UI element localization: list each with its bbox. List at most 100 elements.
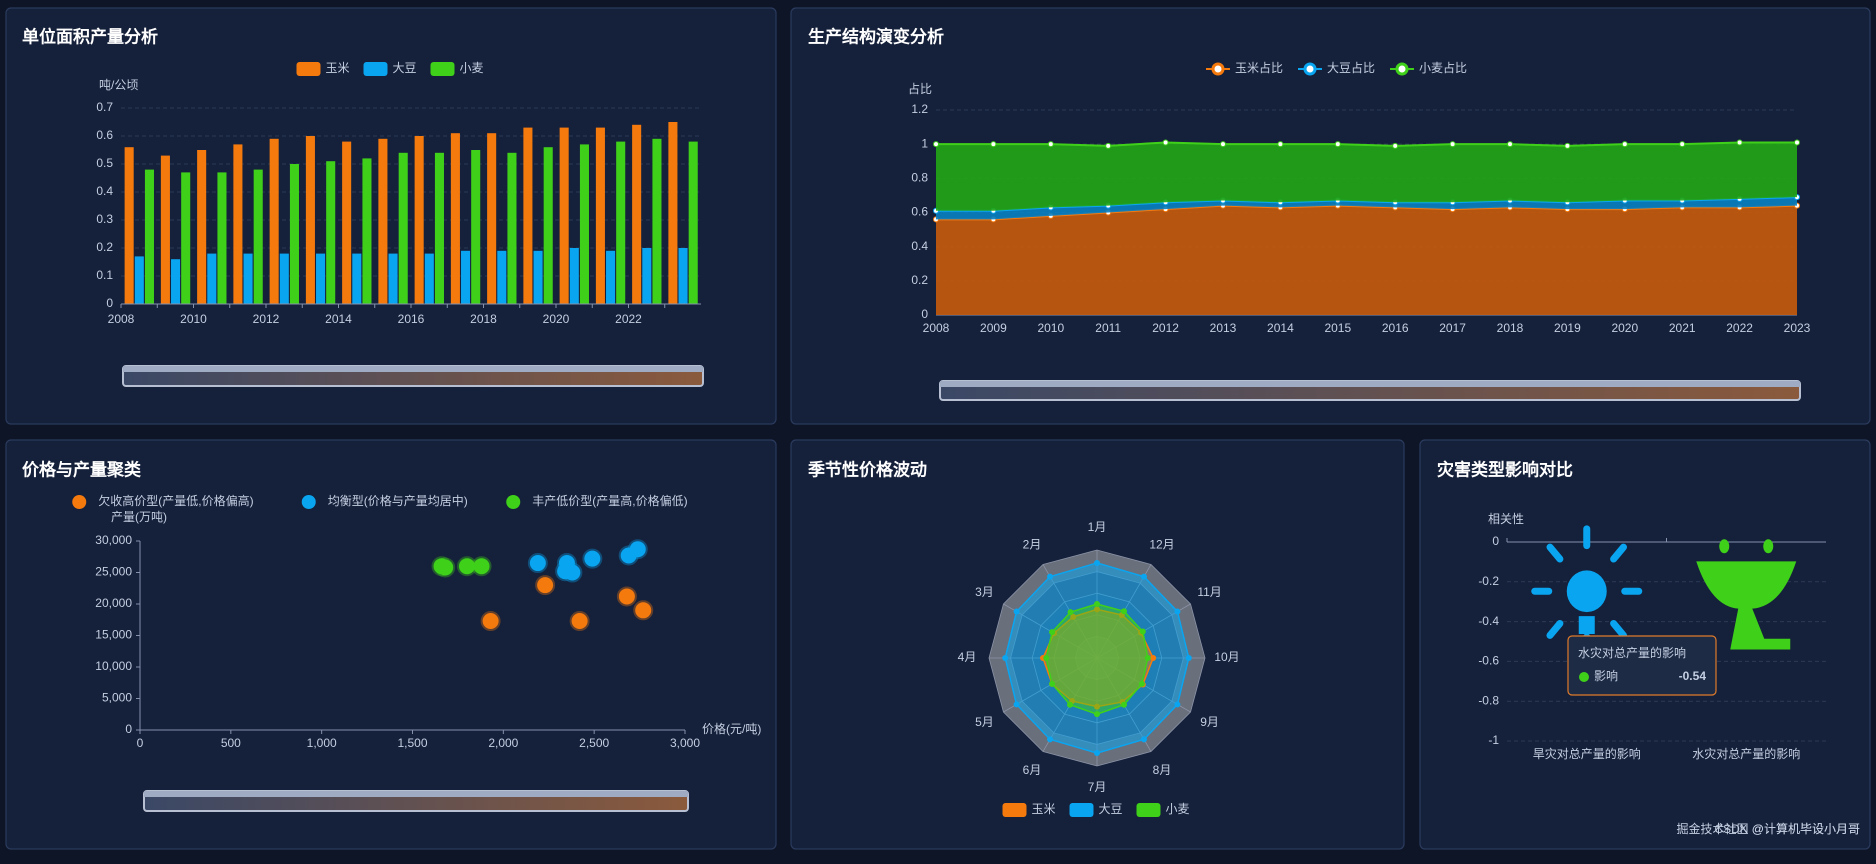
bar: [642, 248, 652, 304]
axis-title: 占比: [908, 81, 932, 96]
pictorial-bar[interactable]: [1696, 561, 1797, 650]
data-zoom-slider[interactable]: [122, 365, 704, 387]
x-tick-label: 旱灾对总产量的影响: [1533, 746, 1641, 761]
y-tick-label: 0.4: [911, 239, 928, 253]
radar-point: [1139, 628, 1146, 635]
data-zoom-slider[interactable]: [143, 790, 689, 812]
x-tick-label: 2,500: [579, 736, 609, 750]
x-tick-label: 2010: [1037, 321, 1064, 335]
x-tick-label: 2009: [980, 321, 1007, 335]
point: [1621, 141, 1628, 148]
bar: [279, 253, 289, 304]
x-tick-label: 2020: [543, 312, 570, 326]
x-tick-label: 500: [221, 736, 241, 750]
radar-label: 3月: [975, 585, 994, 599]
y-tick-label: 10,000: [95, 659, 132, 673]
x-tick-label: 水灾对总产量的影响: [1692, 746, 1800, 761]
x-tick-label: 2019: [1554, 321, 1581, 335]
bar: [134, 256, 144, 304]
radar-point: [1013, 608, 1020, 615]
radar-label: 10月: [1214, 650, 1239, 664]
bar: [124, 147, 134, 304]
data-zoom-slider[interactable]: [939, 380, 1801, 401]
y-tick-label: -0.2: [1478, 574, 1499, 588]
x-tick-label: 2022: [615, 312, 642, 326]
legend-marker: [1395, 62, 1409, 76]
legend-marker: [1136, 803, 1161, 817]
scatter-point[interactable]: [569, 611, 590, 632]
scatter-point[interactable]: [562, 562, 583, 583]
legend-label: 玉米占比: [1235, 60, 1283, 75]
radar-label: 8月: [1153, 763, 1172, 777]
legend-marker: [296, 62, 321, 76]
bar: [398, 152, 408, 304]
bar: [243, 253, 253, 304]
x-tick-label: 1,000: [307, 736, 337, 750]
y-tick-label: 1: [921, 136, 928, 150]
radar-point: [1185, 655, 1192, 661]
radar-point: [1067, 609, 1074, 616]
bar: [181, 172, 191, 304]
legend-label: 小麦: [460, 61, 484, 75]
radar-point: [1002, 655, 1009, 661]
y-tick-label: 0.6: [96, 128, 113, 142]
point: [1507, 141, 1513, 148]
radar-point: [1067, 701, 1073, 708]
radar-label: 1月: [1088, 520, 1107, 534]
x-tick-label: 2012: [1152, 321, 1179, 335]
radar-label: 5月: [975, 715, 994, 729]
y-tick-label: 1.2: [911, 102, 928, 116]
radar-label: 11月: [1197, 585, 1221, 599]
bar: [497, 250, 507, 304]
bar: [362, 158, 372, 304]
bar: [507, 152, 517, 304]
radar-point: [1150, 655, 1157, 661]
scatter-point[interactable]: [582, 548, 603, 569]
point: [1277, 141, 1284, 148]
scatter-point[interactable]: [527, 553, 548, 574]
pictorial-ray: [1546, 543, 1564, 563]
bar: [606, 250, 616, 304]
radar-point: [1049, 629, 1056, 636]
radar-point: [1013, 701, 1020, 708]
x-tick-label: 2020: [1611, 321, 1638, 335]
bar: [197, 150, 207, 304]
scatter-point[interactable]: [471, 556, 492, 577]
bar: [171, 259, 181, 304]
legend-marker: [72, 495, 87, 509]
radar-point: [1049, 680, 1056, 687]
scatter-point[interactable]: [480, 611, 501, 632]
point: [1162, 139, 1169, 146]
legend-label: 欠收高价型(产量低,价格偏高): [98, 493, 253, 508]
y-tick-label: -0.4: [1478, 614, 1499, 628]
y-tick-label: 30,000: [95, 533, 132, 547]
bar: [305, 136, 315, 304]
legend-label: 大豆占比: [1327, 60, 1375, 75]
y-tick-label: 0: [125, 722, 132, 736]
scatter-point[interactable]: [627, 539, 648, 560]
point: [1334, 141, 1341, 148]
legend-marker: [363, 62, 388, 76]
bar: [326, 161, 336, 304]
scatter-point[interactable]: [633, 600, 654, 621]
y-tick-label: 0: [1492, 534, 1499, 548]
bar: [388, 253, 398, 304]
legend-label: 小麦: [1166, 802, 1190, 816]
legend-marker: [1303, 62, 1317, 76]
x-tick-label: 2008: [108, 312, 135, 326]
bar: [579, 144, 589, 304]
y-tick-label: 0.2: [96, 240, 113, 254]
point: [1449, 141, 1456, 148]
scatter-point[interactable]: [616, 586, 637, 607]
legend-marker: [301, 495, 316, 509]
point: [933, 141, 939, 148]
bar: [487, 133, 497, 304]
bar: [414, 136, 424, 304]
scatter-point[interactable]: [535, 575, 556, 596]
tooltip-box: [1567, 635, 1717, 696]
area-fill: [936, 205, 1797, 315]
pictorial-bar[interactable]: [1566, 570, 1607, 635]
bar: [342, 141, 352, 304]
scatter-point[interactable]: [435, 557, 456, 578]
